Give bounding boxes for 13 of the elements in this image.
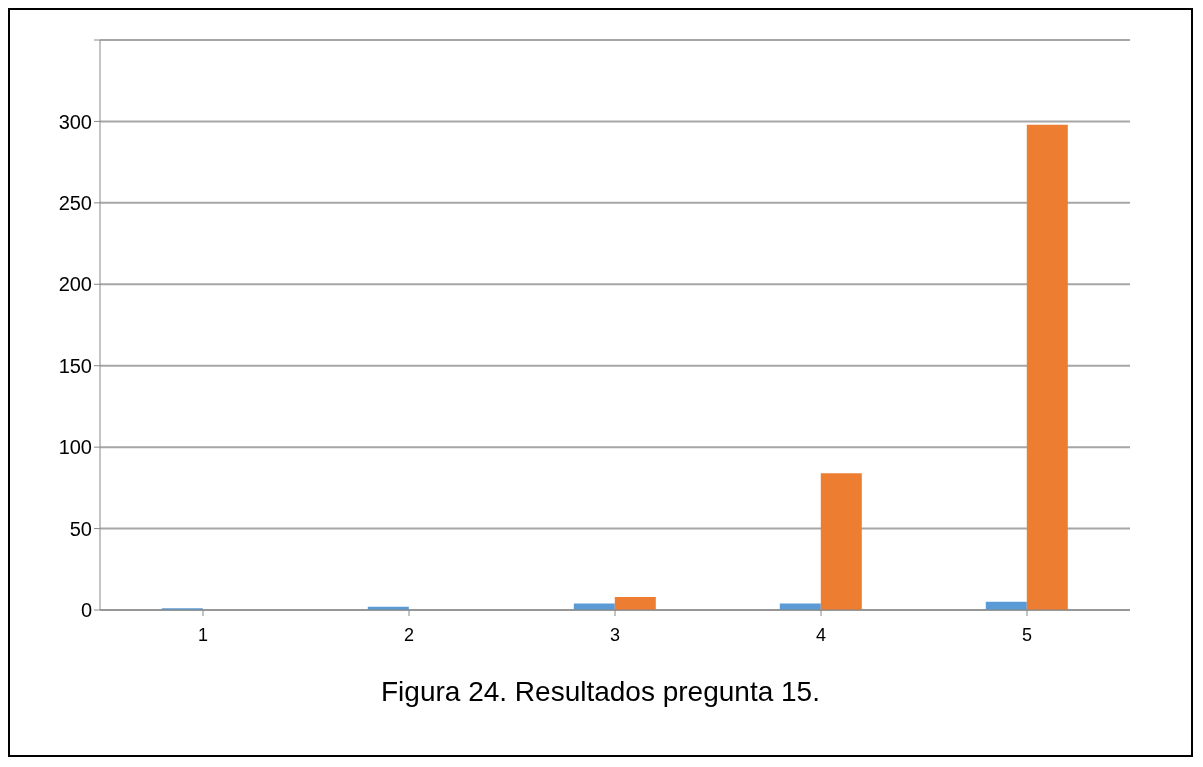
y-tick-label: 250 xyxy=(58,191,92,214)
y-tick-label: 0 xyxy=(80,599,92,622)
y-tick-label: 300 xyxy=(58,110,92,133)
x-tick-label: 1 xyxy=(197,624,209,645)
y-tick-label: 150 xyxy=(58,354,92,377)
x-tick-label: 4 xyxy=(815,624,827,645)
y-tick-label: 200 xyxy=(58,273,92,296)
x-tick-label: 2 xyxy=(403,624,415,645)
text: Figura 24. Resultados pregunta 15. xyxy=(380,676,821,708)
y-tick-label: 50 xyxy=(69,517,92,540)
y-tick-label: 100 xyxy=(58,436,92,459)
x-tick-label: 5 xyxy=(1021,624,1033,645)
x-tick-label: 3 xyxy=(609,624,621,645)
